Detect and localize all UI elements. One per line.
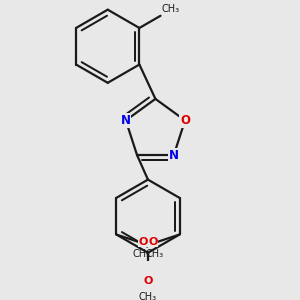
Text: O: O <box>148 237 158 247</box>
Text: CH₃: CH₃ <box>146 249 164 259</box>
Text: CH₃: CH₃ <box>132 249 151 259</box>
Text: CH₃: CH₃ <box>162 4 180 14</box>
Text: N: N <box>121 114 131 127</box>
Text: N: N <box>169 149 179 162</box>
Text: O: O <box>143 276 153 286</box>
Text: O: O <box>138 237 148 247</box>
Text: CH₃: CH₃ <box>139 292 157 300</box>
Text: O: O <box>180 114 190 127</box>
